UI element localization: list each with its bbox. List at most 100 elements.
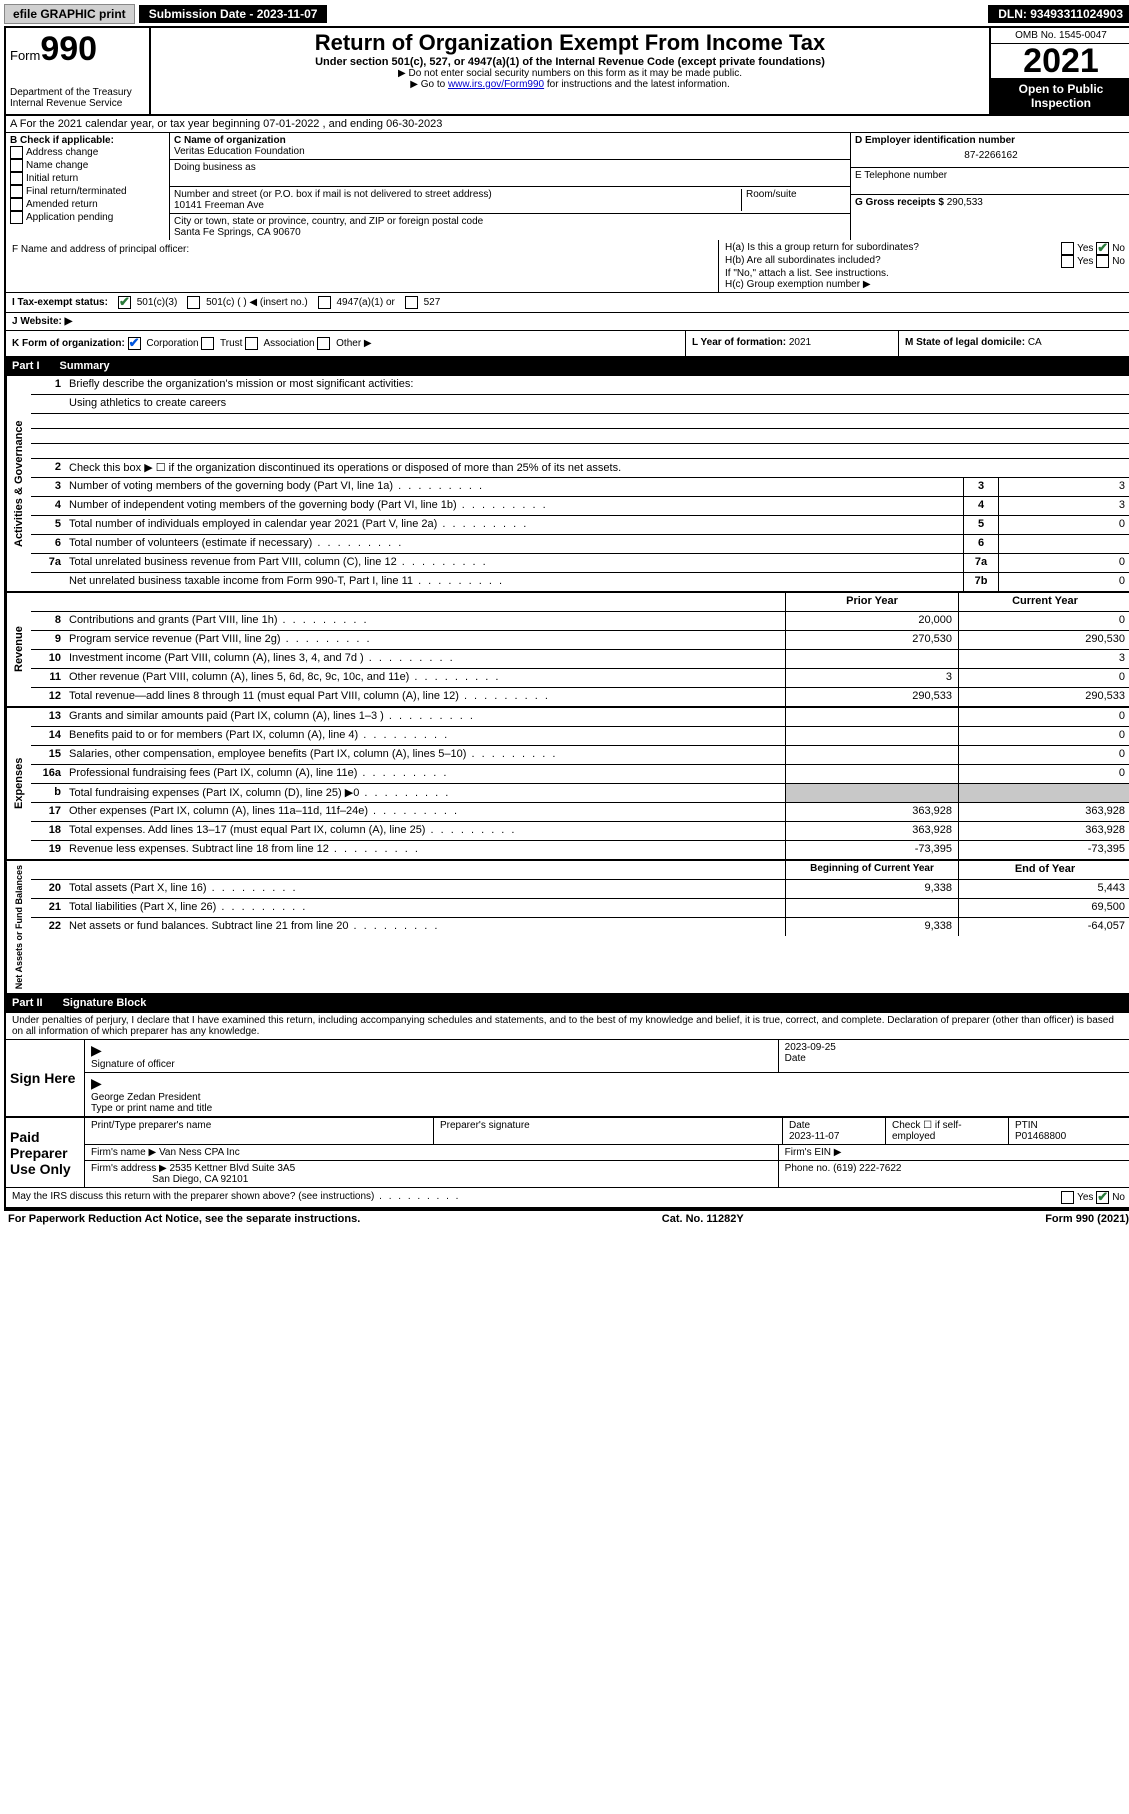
header-title-block: Return of Organization Exempt From Incom…: [151, 28, 989, 114]
table-row: 15Salaries, other compensation, employee…: [31, 746, 1129, 765]
addr-value: 10141 Freeman Ave: [174, 200, 741, 211]
column-d-ids: D Employer identification number 87-2266…: [850, 133, 1129, 240]
beginning-year-header: Beginning of Current Year: [785, 861, 958, 879]
table-row: 16aProfessional fundraising fees (Part I…: [31, 765, 1129, 784]
efile-print-button[interactable]: efile GRAPHIC print: [4, 4, 135, 24]
instructions-link[interactable]: www.irs.gov/Form990: [448, 79, 544, 90]
table-row: 12Total revenue—add lines 8 through 11 (…: [31, 688, 1129, 706]
phone-label: Phone no.: [785, 1163, 831, 1174]
table-row: 3Number of voting members of the governi…: [31, 478, 1129, 497]
table-row: 22Net assets or fund balances. Subtract …: [31, 918, 1129, 936]
website-label: J Website: ▶: [12, 316, 72, 327]
hb-yes-checkbox[interactable]: [1061, 255, 1074, 268]
addr-label: Number and street (or P.O. box if mail i…: [174, 189, 741, 200]
group-return-block: H(a) Is this a group return for subordin…: [718, 240, 1129, 292]
mission-text: Using athletics to create careers: [65, 395, 1129, 413]
form-id-block: Form990 Department of the Treasury Inter…: [6, 28, 151, 114]
table-row: 18Total expenses. Add lines 13–17 (must …: [31, 822, 1129, 841]
cb-501c3[interactable]: [118, 296, 131, 309]
table-row: 21Total liabilities (Part X, line 26)69,…: [31, 899, 1129, 918]
row-i-tax-status: I Tax-exempt status: 501(c)(3) 501(c) ( …: [4, 293, 1129, 313]
footer: For Paperwork Reduction Act Notice, see …: [4, 1209, 1129, 1227]
address-cell: Number and street (or P.O. box if mail i…: [170, 187, 850, 214]
table-row: 20Total assets (Part X, line 16)9,3385,4…: [31, 880, 1129, 899]
top-bar: efile GRAPHIC print Submission Date - 20…: [4, 4, 1129, 24]
row-a-period: A For the 2021 calendar year, or tax yea…: [4, 116, 1129, 133]
cb-address-change[interactable]: Address change: [10, 146, 165, 159]
prep-sig-label: Preparer's signature: [434, 1118, 783, 1144]
firm-name-value: Van Ness CPA Inc: [159, 1147, 240, 1158]
cb-name-change[interactable]: Name change: [10, 159, 165, 172]
q2-label: Check this box ▶ ☐ if the organization d…: [65, 459, 1129, 477]
table-row: 11Other revenue (Part VIII, column (A), …: [31, 669, 1129, 688]
part1-title: Summary: [60, 360, 110, 372]
discuss-label: May the IRS discuss this return with the…: [12, 1191, 460, 1204]
part1-header: Part I Summary: [4, 358, 1129, 376]
side-governance: Activities & Governance: [6, 376, 31, 591]
discuss-yes-checkbox[interactable]: [1061, 1191, 1074, 1204]
cb-final-return[interactable]: Final return/terminated: [10, 185, 165, 198]
note2-pre: ▶ Go to: [410, 79, 448, 90]
irs-label: Internal Revenue Service: [10, 98, 145, 109]
part2-label: Part II: [12, 997, 43, 1009]
principal-officer: F Name and address of principal officer:: [6, 240, 718, 292]
hb-no-checkbox[interactable]: [1096, 255, 1109, 268]
cb-amended-return[interactable]: Amended return: [10, 198, 165, 211]
officer-name: George Zedan President: [91, 1092, 201, 1103]
org-name-label: C Name of organization: [174, 135, 846, 146]
org-name-value: Veritas Education Foundation: [174, 146, 846, 157]
side-netassets: Net Assets or Fund Balances: [6, 861, 31, 993]
col-b-label: B Check if applicable:: [10, 135, 165, 146]
cb-4947[interactable]: [318, 296, 331, 309]
current-year-header: Current Year: [958, 593, 1129, 611]
hb-note: If "No," attach a list. See instructions…: [725, 268, 1125, 279]
open-public-badge: Open to Public Inspection: [991, 78, 1129, 114]
cb-initial-return[interactable]: Initial return: [10, 172, 165, 185]
cb-corporation[interactable]: [128, 337, 141, 350]
header-right-block: OMB No. 1545-0047 2021 Open to Public In…: [989, 28, 1129, 114]
tel-label: E Telephone number: [855, 170, 1127, 181]
form-header: Form990 Department of the Treasury Inter…: [4, 26, 1129, 116]
city-label: City or town, state or province, country…: [174, 216, 846, 227]
ha-no-checkbox[interactable]: [1096, 242, 1109, 255]
prep-date-value: 2023-11-07: [789, 1131, 839, 1142]
tax-status-label: I Tax-exempt status:: [12, 297, 108, 308]
ein-label: D Employer identification number: [855, 135, 1127, 146]
tax-year: 2021: [991, 44, 1129, 78]
summary-governance: Activities & Governance 1Briefly describ…: [4, 376, 1129, 593]
declaration-text: Under penalties of perjury, I declare th…: [6, 1013, 1129, 1040]
side-expenses: Expenses: [6, 708, 31, 859]
ha-label: H(a) Is this a group return for subordin…: [725, 242, 919, 255]
table-row: 14Benefits paid to or for members (Part …: [31, 727, 1129, 746]
cb-trust[interactable]: [201, 337, 214, 350]
hb-label: H(b) Are all subordinates included?: [725, 255, 881, 268]
side-revenue: Revenue: [6, 593, 31, 706]
firm-name-label: Firm's name ▶: [91, 1147, 156, 1158]
entity-block: B Check if applicable: Address change Na…: [4, 133, 1129, 240]
firm-ein-label: Firm's EIN ▶: [779, 1145, 1129, 1160]
form-number: 990: [40, 30, 97, 68]
self-employed-check[interactable]: Check ☐ if self-employed: [886, 1118, 1009, 1144]
note2-post: for instructions and the latest informat…: [544, 79, 730, 90]
cb-application-pending[interactable]: Application pending: [10, 211, 165, 224]
city-cell: City or town, state or province, country…: [170, 214, 850, 240]
phone-value: (619) 222-7622: [833, 1163, 901, 1174]
cb-527[interactable]: [405, 296, 418, 309]
summary-revenue: Revenue Prior YearCurrent Year 8Contribu…: [4, 593, 1129, 708]
table-row: bTotal fundraising expenses (Part IX, co…: [31, 784, 1129, 803]
prep-date-label: Date: [789, 1120, 810, 1131]
ha-yes-checkbox[interactable]: [1061, 242, 1074, 255]
cb-other[interactable]: [317, 337, 330, 350]
cb-501c[interactable]: [187, 296, 200, 309]
room-label: Room/suite: [741, 189, 846, 211]
sig-date-value: 2023-09-25: [785, 1042, 836, 1053]
city-value: Santa Fe Springs, CA 90670: [174, 227, 846, 238]
part2-title: Signature Block: [63, 997, 147, 1009]
form-note1: ▶ Do not enter social security numbers o…: [157, 68, 983, 79]
ptin-value: P01468800: [1015, 1131, 1066, 1142]
prep-name-label: Print/Type preparer's name: [85, 1118, 434, 1144]
cb-association[interactable]: [245, 337, 258, 350]
footer-right: Form 990 (2021): [1045, 1213, 1129, 1225]
prior-year-header: Prior Year: [785, 593, 958, 611]
discuss-no-checkbox[interactable]: [1096, 1191, 1109, 1204]
